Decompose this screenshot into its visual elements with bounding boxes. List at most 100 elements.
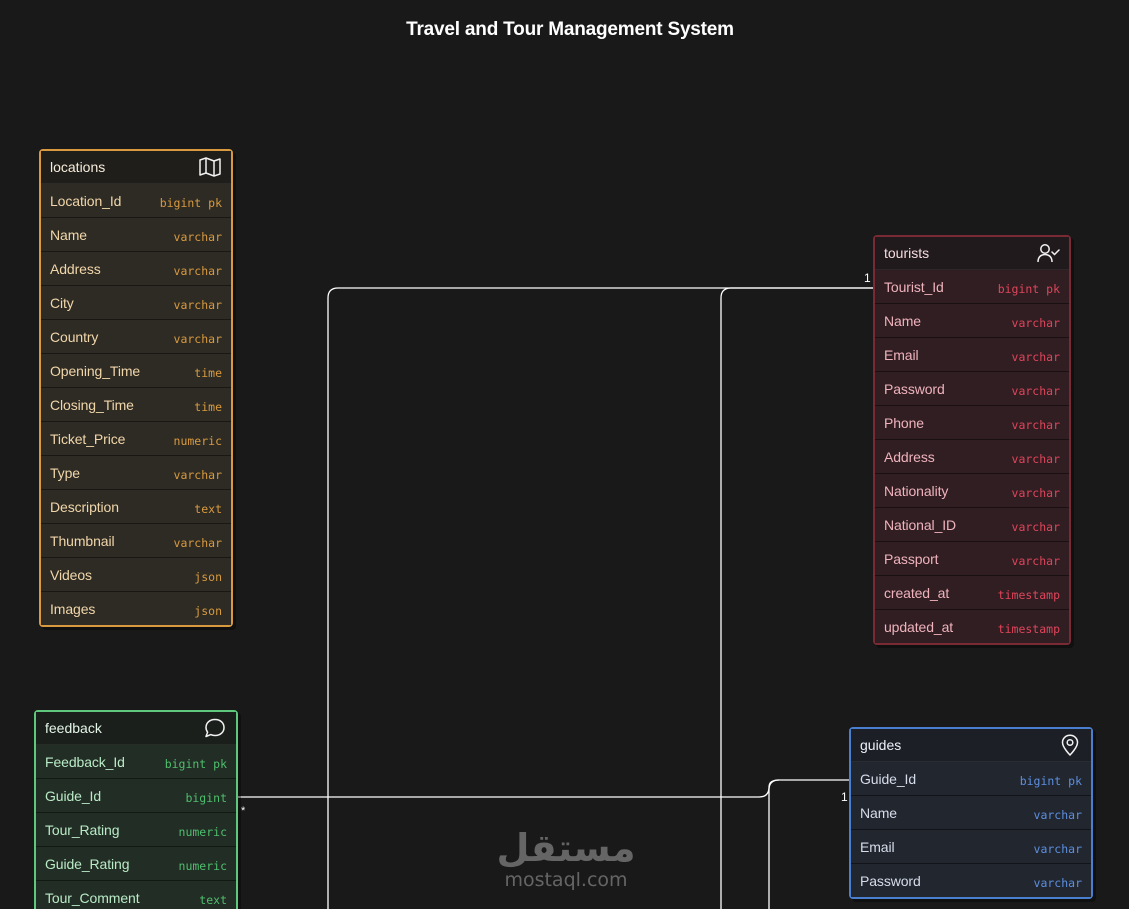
field-name: Name	[860, 804, 897, 821]
field-type: bigint pk	[1019, 773, 1082, 788]
field-name: created_at	[884, 584, 950, 601]
table-guides[interactable]: guides Guide_Id bigint pk Name varchar Email…	[849, 727, 1093, 899]
field-name: Guide_Id	[45, 787, 102, 804]
field-type: varchar	[173, 297, 222, 312]
field-row[interactable]: Ticket_Price numeric	[41, 421, 231, 455]
field-row[interactable]: Guide_Rating numeric	[36, 846, 236, 880]
table-header[interactable]: guides	[851, 729, 1091, 762]
field-name: Tour_Comment	[45, 889, 140, 906]
field-type: json	[194, 569, 222, 584]
field-name: National_ID	[884, 516, 957, 533]
field-name: Phone	[884, 414, 924, 431]
field-type: numeric	[178, 858, 227, 873]
field-type: varchar	[1011, 451, 1060, 466]
field-type: varchar	[1011, 485, 1060, 500]
field-row[interactable]: Feedback_Id bigint pk	[36, 745, 236, 778]
field-name: Feedback_Id	[45, 753, 125, 770]
field-name: Thumbnail	[50, 532, 115, 549]
field-name: City	[50, 294, 74, 311]
field-row[interactable]: Images json	[41, 591, 231, 625]
table-header[interactable]: tourists	[875, 237, 1069, 270]
map-icon	[197, 154, 223, 180]
field-type: varchar	[1011, 417, 1060, 432]
field-name: Description	[50, 498, 119, 515]
field-name: Email	[884, 346, 919, 363]
field-type: varchar	[1011, 315, 1060, 330]
field-name: Opening_Time	[50, 362, 141, 379]
speech-bubble-icon	[202, 715, 228, 741]
field-row[interactable]: Email varchar	[875, 337, 1069, 371]
field-row[interactable]: Name varchar	[875, 303, 1069, 337]
field-type: varchar	[1033, 841, 1082, 856]
field-row[interactable]: Opening_Time time	[41, 353, 231, 387]
connector-feedback-guides	[236, 779, 852, 798]
field-type: text	[194, 501, 222, 516]
field-name: Location_Id	[50, 192, 122, 209]
field-type: json	[194, 603, 222, 618]
field-type: numeric	[173, 433, 222, 448]
field-row[interactable]: updated_at timestamp	[875, 609, 1069, 643]
field-row[interactable]: Type varchar	[41, 455, 231, 489]
field-type: timestamp	[997, 621, 1060, 636]
field-row[interactable]: Description text	[41, 489, 231, 523]
field-type: varchar	[173, 467, 222, 482]
field-row[interactable]: Tourist_Id bigint pk	[875, 270, 1069, 303]
field-row[interactable]: created_at timestamp	[875, 575, 1069, 609]
field-row[interactable]: Phone varchar	[875, 405, 1069, 439]
field-row[interactable]: Guide_Id bigint pk	[851, 762, 1091, 795]
field-row[interactable]: Location_Id bigint pk	[41, 184, 231, 217]
field-row[interactable]: Address varchar	[875, 439, 1069, 473]
field-type: text	[199, 892, 227, 907]
field-row[interactable]: Tour_Rating numeric	[36, 812, 236, 846]
field-type: varchar	[1033, 807, 1082, 822]
field-type: time	[194, 399, 222, 414]
field-type: numeric	[178, 824, 227, 839]
field-type: varchar	[173, 263, 222, 278]
field-type: varchar	[1011, 519, 1060, 534]
field-row[interactable]: Thumbnail varchar	[41, 523, 231, 557]
field-type: varchar	[1011, 553, 1060, 568]
field-row[interactable]: Tour_Comment text	[36, 880, 236, 909]
field-name: Email	[860, 838, 895, 855]
table-name: feedback	[45, 720, 102, 736]
table-locations[interactable]: locations Location_Id bigint pk Name varcha…	[39, 149, 233, 627]
field-row[interactable]: Closing_Time time	[41, 387, 231, 421]
field-name: Images	[50, 600, 96, 617]
field-row[interactable]: Nationality varchar	[875, 473, 1069, 507]
field-name: updated_at	[884, 618, 954, 635]
field-name: Country	[50, 328, 99, 345]
field-name: Ticket_Price	[50, 430, 126, 447]
field-name: Password	[884, 380, 945, 397]
connector-tourists-left	[327, 287, 874, 909]
field-name: Type	[50, 464, 80, 481]
watermark-latin: mostaql.com	[504, 869, 628, 891]
field-row[interactable]: Guide_Id bigint	[36, 778, 236, 812]
field-row[interactable]: Country varchar	[41, 319, 231, 353]
field-name: Guide_Id	[860, 770, 917, 787]
field-type: varchar	[173, 535, 222, 550]
table-header[interactable]: feedback	[36, 712, 236, 745]
field-row[interactable]: Videos json	[41, 557, 231, 591]
field-type: bigint pk	[159, 195, 222, 210]
field-row[interactable]: National_ID varchar	[875, 507, 1069, 541]
table-header[interactable]: locations	[41, 151, 231, 184]
field-row[interactable]: Password varchar	[875, 371, 1069, 405]
field-row[interactable]: City varchar	[41, 285, 231, 319]
field-row[interactable]: Password varchar	[851, 863, 1091, 897]
field-name: Passport	[884, 550, 939, 567]
table-tourists[interactable]: tourists Tourist_Id bigint pk Name varchar E…	[873, 235, 1071, 645]
field-row[interactable]: Address varchar	[41, 251, 231, 285]
field-row[interactable]: Name varchar	[851, 795, 1091, 829]
field-row[interactable]: Passport varchar	[875, 541, 1069, 575]
table-feedback[interactable]: feedback Feedback_Id bigint pk Guide_Id big…	[34, 710, 238, 909]
connector-guides-down	[768, 779, 780, 909]
field-row[interactable]: Email varchar	[851, 829, 1091, 863]
watermark-arabic: مستقل	[496, 826, 636, 870]
field-type: bigint	[185, 790, 227, 805]
field-row[interactable]: Name varchar	[41, 217, 231, 251]
field-type: varchar	[1033, 875, 1082, 890]
field-type: varchar	[173, 331, 222, 346]
field-type: bigint pk	[997, 281, 1060, 296]
field-type: bigint pk	[164, 756, 227, 771]
